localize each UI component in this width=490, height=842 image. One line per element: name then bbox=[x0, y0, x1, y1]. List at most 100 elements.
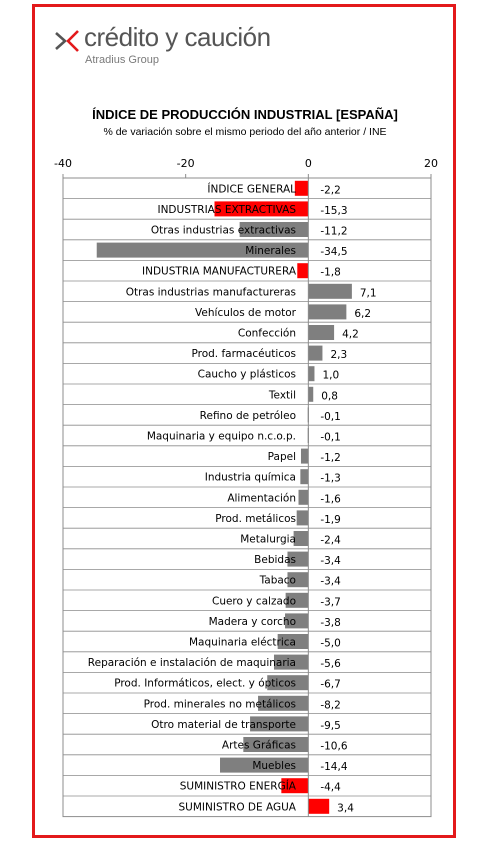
bar bbox=[308, 304, 347, 320]
x-tick-label: 0 bbox=[305, 157, 312, 170]
category-label: Industria química bbox=[205, 472, 296, 484]
bar bbox=[300, 448, 309, 464]
bar bbox=[287, 572, 309, 588]
value-label: -2,4 bbox=[320, 535, 341, 547]
value-label: -11,2 bbox=[320, 226, 347, 238]
value-label: 1,0 bbox=[322, 370, 339, 382]
value-label: 6,2 bbox=[354, 308, 371, 320]
x-tick-label: -20 bbox=[177, 157, 195, 170]
bar bbox=[308, 325, 335, 340]
bar bbox=[294, 180, 309, 196]
bar bbox=[287, 551, 309, 567]
value-label: -3,7 bbox=[320, 596, 341, 608]
value-label: -34,5 bbox=[320, 246, 347, 258]
category-label: Otras industrias extractivas bbox=[151, 225, 296, 237]
chart-title: ÍNDICE DE PRODUCCIÓN INDUSTRIAL [ESPAÑA] bbox=[92, 107, 398, 122]
bar bbox=[250, 716, 309, 732]
category-label: INDUSTRIAS EXTRACTIVAS bbox=[157, 204, 296, 216]
bar bbox=[296, 510, 309, 526]
category-label: Madera y corcho bbox=[209, 616, 296, 628]
value-label: -10,6 bbox=[320, 741, 347, 753]
value-label: -1,6 bbox=[320, 493, 341, 505]
category-label: Confección bbox=[238, 328, 296, 340]
category-label: INDUSTRIA MANUFACTURERA bbox=[142, 266, 297, 278]
category-label: Metalurgia bbox=[240, 534, 296, 546]
bar bbox=[243, 737, 309, 752]
category-label: ÍNDICE GENERAL bbox=[207, 182, 296, 195]
bar bbox=[285, 592, 309, 608]
value-label: -0,1 bbox=[320, 411, 341, 423]
bar bbox=[239, 222, 309, 237]
bar bbox=[297, 263, 309, 279]
value-label: -3,8 bbox=[320, 617, 341, 629]
category-label: Prod. farmacéuticos bbox=[191, 348, 296, 360]
brand-group: Atradius Group bbox=[85, 54, 159, 66]
bar bbox=[285, 613, 309, 629]
category-label: Maquinaria eléctrica bbox=[189, 637, 296, 649]
category-label: Tabaco bbox=[259, 575, 296, 587]
category-label: Otras industrias manufactureras bbox=[126, 286, 296, 298]
plot-area bbox=[62, 177, 432, 818]
category-label: Muebles bbox=[252, 760, 296, 772]
category-label: Prod. Informáticos, elect. y ópticos bbox=[114, 678, 296, 690]
category-label: Bebidas bbox=[254, 554, 296, 566]
bar bbox=[258, 695, 309, 711]
category-label: Textil bbox=[268, 389, 296, 401]
value-label: -1,9 bbox=[320, 514, 341, 526]
bar bbox=[293, 531, 309, 546]
brand-name: crédito y caución bbox=[84, 22, 271, 52]
value-label: -14,4 bbox=[320, 761, 347, 773]
bar bbox=[308, 798, 330, 814]
category-label: Vehículos de motor bbox=[195, 307, 297, 319]
category-label: SUMINISTRO DE AGUA bbox=[179, 801, 297, 813]
category-label: Papel bbox=[268, 451, 296, 463]
bar bbox=[214, 201, 309, 217]
bar bbox=[300, 469, 309, 485]
value-label: -1,2 bbox=[320, 452, 341, 464]
x-tick-label: 20 bbox=[424, 157, 438, 170]
category-label: Caucho y plásticos bbox=[198, 369, 296, 381]
value-label: -5,6 bbox=[320, 658, 341, 670]
bar bbox=[267, 675, 309, 691]
category-label: Reparación e instalación de maquinaria bbox=[88, 657, 296, 669]
value-label: 7,1 bbox=[360, 287, 377, 299]
category-label: Prod. metálicos bbox=[215, 513, 296, 525]
category-label: SUMINISTRO ENERGÍA bbox=[180, 780, 297, 793]
value-label: -3,4 bbox=[320, 576, 341, 588]
value-label: 0,8 bbox=[321, 390, 338, 402]
category-label: Cuero y calzado bbox=[212, 595, 296, 607]
bar bbox=[308, 386, 314, 402]
chart-subtitle: % de variación sobre el mismo periodo de… bbox=[103, 126, 387, 138]
value-label: -2,2 bbox=[320, 184, 341, 196]
category-label: Prod. minerales no metálicos bbox=[144, 698, 296, 710]
chevron-k-logo-icon bbox=[55, 30, 79, 52]
value-label: -4,4 bbox=[320, 782, 341, 794]
category-label: Otro material de transporte bbox=[151, 719, 296, 731]
category-label: Alimentación bbox=[227, 492, 296, 504]
bar bbox=[308, 283, 352, 299]
value-label: -15,3 bbox=[320, 205, 347, 217]
value-label: 4,2 bbox=[342, 329, 359, 341]
bar bbox=[308, 366, 315, 382]
report-frame bbox=[32, 4, 456, 838]
bar bbox=[220, 757, 309, 773]
value-label: -9,5 bbox=[320, 720, 341, 732]
value-label: -5,0 bbox=[320, 638, 341, 650]
bar bbox=[277, 634, 309, 649]
x-tick-label: -40 bbox=[54, 157, 72, 170]
value-label: -1,8 bbox=[320, 267, 341, 279]
value-label: -6,7 bbox=[320, 679, 341, 691]
brand-logo: crédito y caución Atradius Group bbox=[54, 22, 294, 72]
category-label: Minerales bbox=[245, 245, 296, 257]
value-label: -1,3 bbox=[320, 473, 341, 485]
value-label: -3,4 bbox=[320, 555, 341, 567]
bar bbox=[281, 778, 309, 794]
category-label: Refino de petróleo bbox=[200, 410, 296, 422]
value-label: -0,1 bbox=[320, 432, 341, 444]
value-label: 3,4 bbox=[337, 802, 354, 814]
category-label: Artes Gráficas bbox=[222, 740, 296, 752]
bar bbox=[96, 242, 309, 258]
value-label: 2,3 bbox=[330, 349, 347, 361]
value-label: -8,2 bbox=[320, 699, 341, 711]
